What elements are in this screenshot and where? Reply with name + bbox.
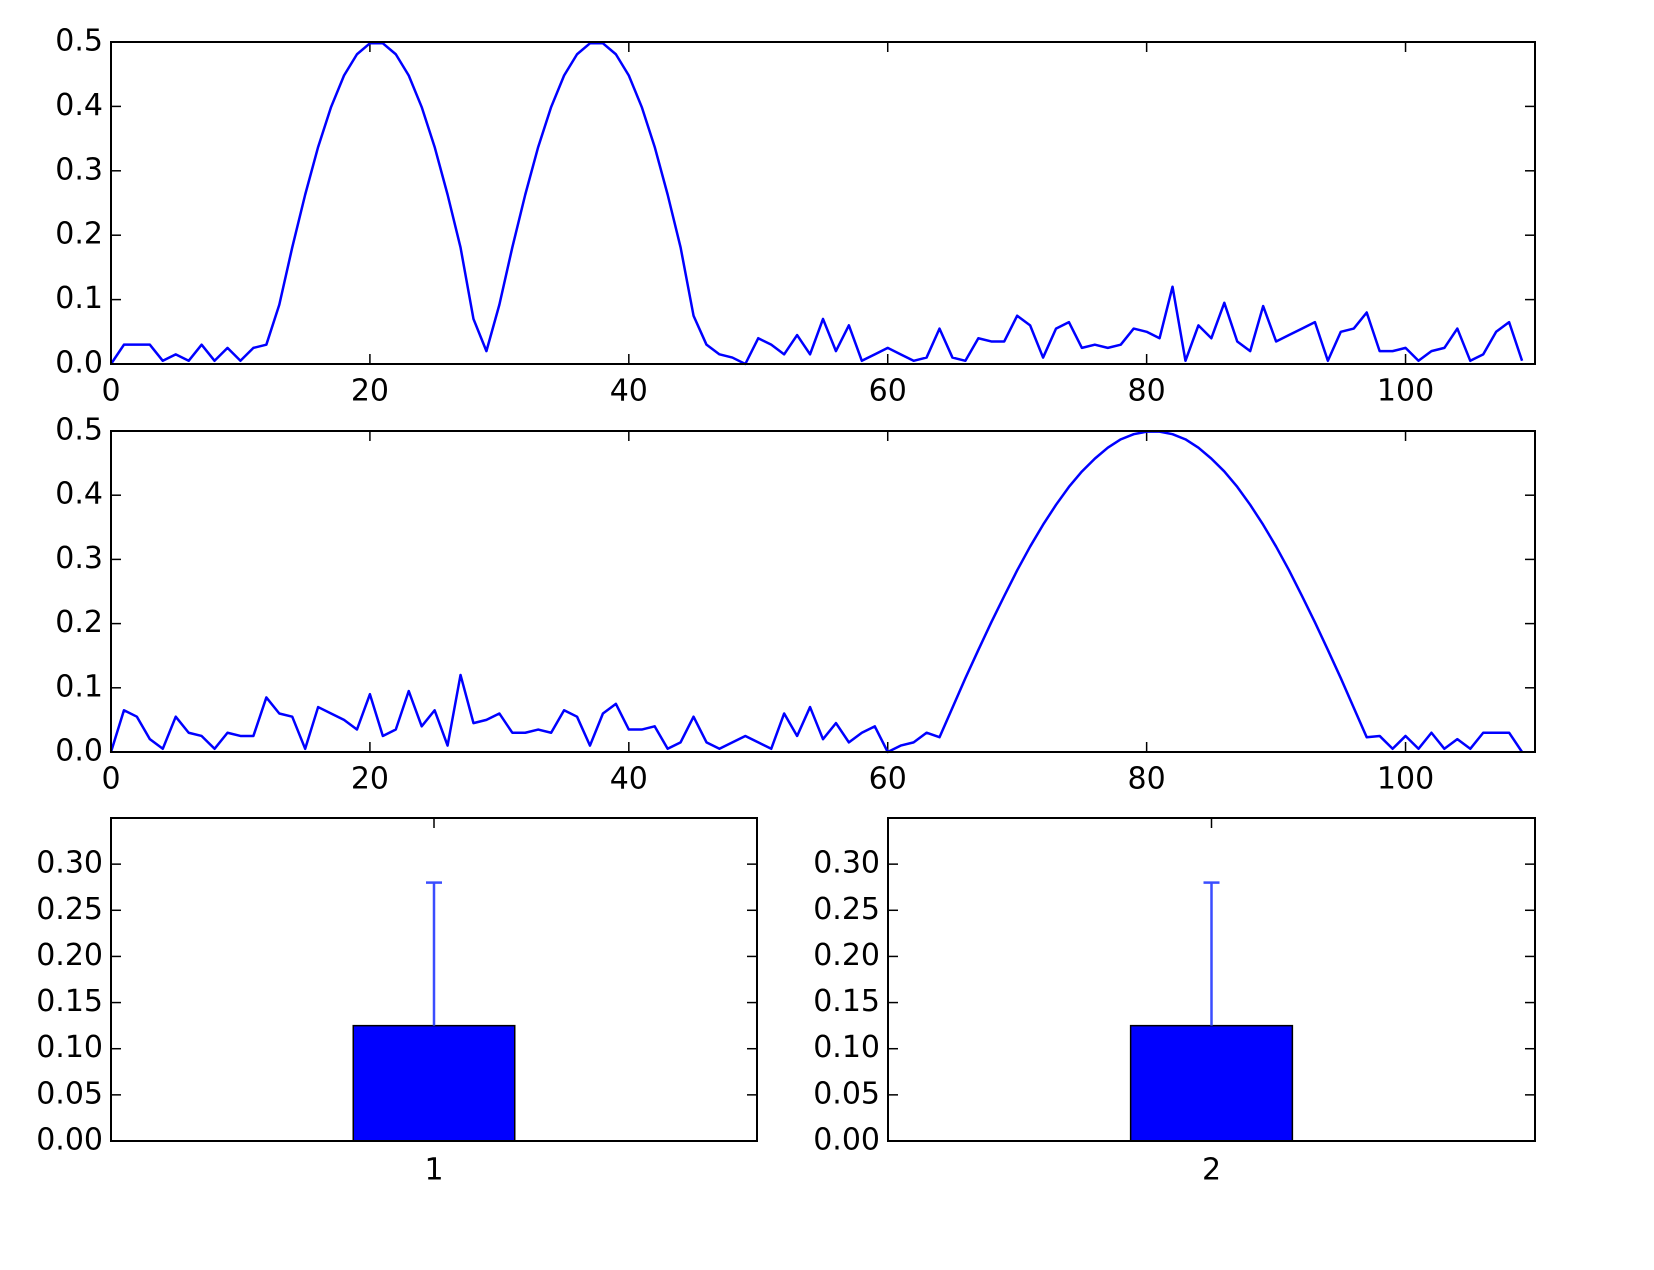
y-tick-label: 0.25 [813, 892, 880, 927]
y-tick-label: 0.00 [36, 1123, 103, 1158]
axes-frame [110, 817, 758, 1142]
y-tick-label: 0.05 [813, 1076, 880, 1111]
bar [352, 1024, 516, 1142]
data-line [109, 42, 1524, 366]
y-tick-label: 0.15 [36, 984, 103, 1019]
y-tick-label: 0.20 [36, 938, 103, 973]
x-tick-label: 20 [351, 374, 389, 409]
y-tick-label: 0.3 [55, 152, 103, 187]
x-tick-label: 100 [1377, 374, 1434, 409]
axes-frame [110, 430, 1536, 753]
x-tick-label: 1 [424, 1153, 443, 1188]
y-tick-label: 0.5 [55, 24, 103, 59]
y-tick-label: 0.05 [36, 1076, 103, 1111]
x-tick-label: 40 [610, 762, 648, 797]
x-tick-label: 0 [101, 374, 120, 409]
y-tick-label: 0.3 [55, 541, 103, 576]
y-tick-label: 0.4 [55, 88, 103, 123]
y-tick-label: 0.10 [813, 1030, 880, 1065]
bar [1129, 1024, 1294, 1142]
y-tick-label: 0.0 [55, 734, 103, 769]
data-line [109, 430, 1524, 754]
y-tick-label: 0.1 [55, 281, 103, 316]
y-tick-label: 0.10 [36, 1030, 103, 1065]
y-tick-label: 0.20 [813, 938, 880, 973]
axes-frame [110, 41, 1536, 365]
y-tick-label: 0.1 [55, 669, 103, 704]
y-tick-label: 0.2 [55, 217, 103, 252]
x-tick-label: 100 [1377, 762, 1434, 797]
y-tick-label: 0.5 [55, 413, 103, 448]
y-tick-label: 0.30 [36, 846, 103, 881]
x-tick-label: 40 [610, 374, 648, 409]
x-tick-label: 2 [1202, 1153, 1221, 1188]
y-tick-label: 0.0 [55, 346, 103, 381]
x-tick-label: 60 [869, 374, 907, 409]
axes-frame [887, 817, 1536, 1142]
y-tick-label: 0.30 [813, 846, 880, 881]
x-tick-label: 60 [869, 762, 907, 797]
y-tick-label: 0.00 [813, 1123, 880, 1158]
y-tick-label: 0.15 [813, 984, 880, 1019]
x-tick-label: 80 [1128, 374, 1166, 409]
x-tick-label: 80 [1128, 762, 1166, 797]
y-tick-label: 0.25 [36, 892, 103, 927]
x-tick-label: 0 [101, 762, 120, 797]
x-tick-label: 20 [351, 762, 389, 797]
y-tick-label: 0.2 [55, 605, 103, 640]
y-tick-label: 0.4 [55, 477, 103, 512]
